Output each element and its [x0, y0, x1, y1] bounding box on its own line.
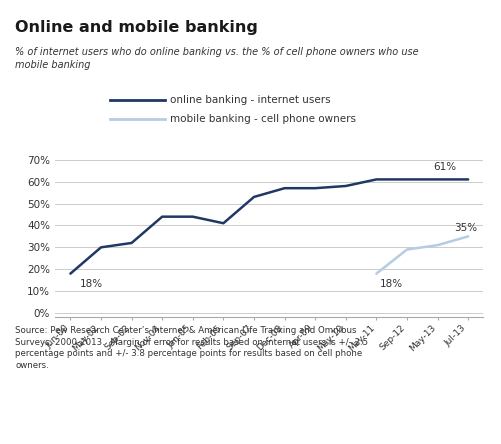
Text: online banking - internet users: online banking - internet users	[170, 95, 331, 105]
Text: 35%: 35%	[454, 223, 477, 233]
Text: mobile banking - cell phone owners: mobile banking - cell phone owners	[170, 114, 356, 123]
Text: 18%: 18%	[379, 279, 403, 289]
Text: 18%: 18%	[80, 279, 103, 289]
Text: Source: Pew Research Center’s Internet & American Life Tracking and Omnibus
Surv: Source: Pew Research Center’s Internet &…	[15, 326, 368, 370]
Text: Online and mobile banking: Online and mobile banking	[15, 20, 258, 35]
Text: % of internet users who do online banking vs. the % of cell phone owners who use: % of internet users who do online bankin…	[15, 47, 419, 70]
Text: 61%: 61%	[433, 162, 456, 172]
